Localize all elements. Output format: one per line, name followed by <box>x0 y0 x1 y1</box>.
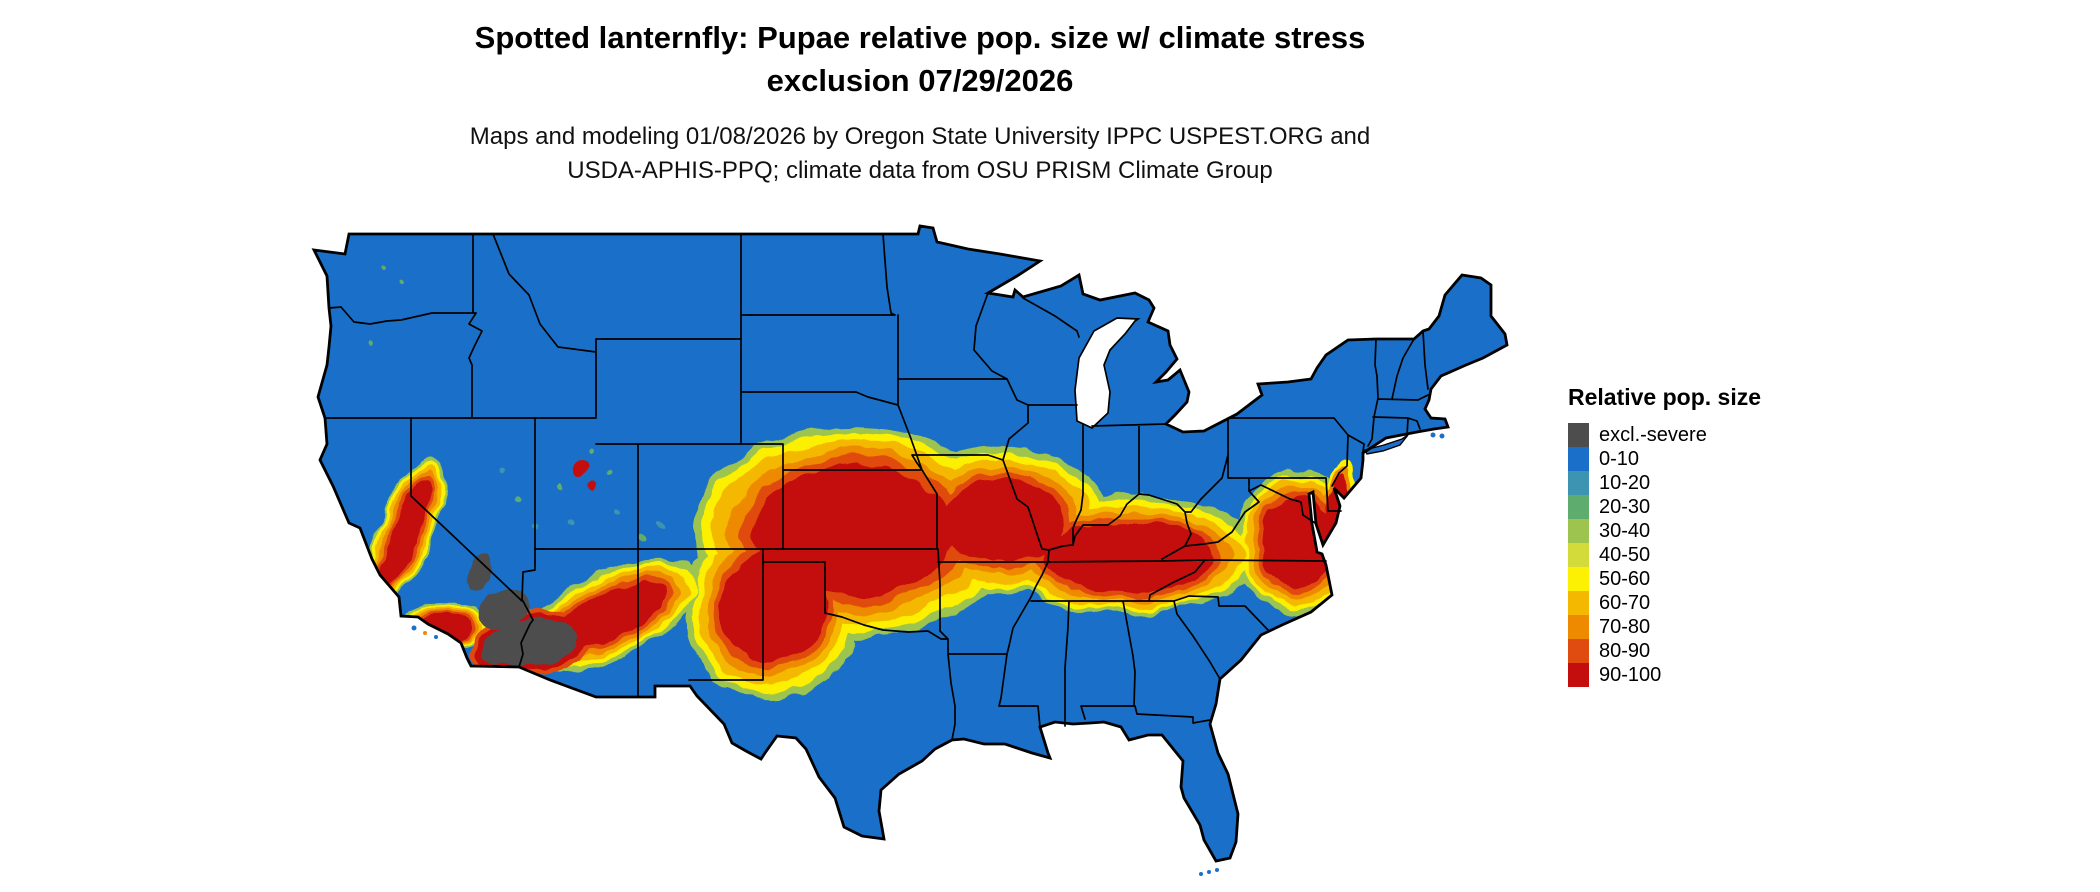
legend: Relative pop. size excl.-severe 0-10 10-20… <box>1568 384 1868 687</box>
page-subtitle: Maps and modeling 01/08/2026 by Oregon S… <box>20 120 1820 188</box>
legend-label: 70-80 <box>1599 615 1651 638</box>
legend-label: 80-90 <box>1599 639 1651 662</box>
heat-layer <box>365 266 1362 699</box>
legend-item: 0-10 <box>1568 447 1868 471</box>
title-line-2: exclusion 07/29/2026 <box>766 63 1074 98</box>
legend-swatch <box>1568 615 1589 639</box>
lake-michigan <box>1074 317 1141 430</box>
legend-swatch <box>1568 519 1589 543</box>
legend-item: 80-90 <box>1568 639 1868 663</box>
long-island <box>1363 434 1409 455</box>
legend-swatch <box>1568 471 1589 495</box>
legend-item: 50-60 <box>1568 567 1868 591</box>
legend-label: 20-30 <box>1599 495 1651 518</box>
legend-item: 20-30 <box>1568 495 1868 519</box>
legend-item: 30-40 <box>1568 519 1868 543</box>
legend-item: 90-100 <box>1568 663 1868 687</box>
legend-label: 50-60 <box>1599 567 1651 590</box>
us-map <box>308 224 1528 887</box>
legend-label: 0-10 <box>1599 447 1640 470</box>
legend-label: 40-50 <box>1599 543 1651 566</box>
us-map-canvas <box>312 224 1509 876</box>
legend-swatch <box>1568 447 1589 471</box>
title-line-1: Spotted lanternfly: Pupae relative pop. … <box>474 20 1366 55</box>
legend-swatch <box>1568 663 1589 687</box>
legend-label: 10-20 <box>1599 471 1651 494</box>
legend-swatch <box>1568 591 1589 615</box>
subtitle-line-1: Maps and modeling 01/08/2026 by Oregon S… <box>469 123 1371 150</box>
legend-item: 60-70 <box>1568 591 1868 615</box>
legend-swatch <box>1568 495 1589 519</box>
legend-title: Relative pop. size <box>1568 384 1762 410</box>
legend-item: 40-50 <box>1568 543 1868 567</box>
low-band-speckles <box>365 266 666 543</box>
legend-item: excl.-severe <box>1568 423 1868 447</box>
legend-swatch <box>1568 567 1589 591</box>
legend-label: 30-40 <box>1599 519 1651 542</box>
legend-swatch <box>1568 639 1589 663</box>
legend-item: 70-80 <box>1568 615 1868 639</box>
band-exclusion <box>469 554 578 669</box>
canada-lakes-mask <box>937 224 1376 432</box>
page-title: Spotted lanternfly: Pupae relative pop. … <box>20 16 1820 102</box>
legend-items: excl.-severe 0-10 10-20 20-30 30-40 40-50 50-6… <box>1568 423 1868 687</box>
legend-item: 10-20 <box>1568 471 1868 495</box>
legend-swatch <box>1568 423 1589 447</box>
legend-swatch <box>1568 543 1589 567</box>
small-islands <box>411 432 1445 876</box>
subtitle-line-2: USDA-APHIS-PPQ; climate data from OSU PR… <box>567 157 1273 184</box>
legend-label: excl.-severe <box>1599 423 1707 446</box>
legend-label: 90-100 <box>1599 663 1662 686</box>
state-borders <box>324 233 1429 741</box>
legend-label: 60-70 <box>1599 591 1651 614</box>
